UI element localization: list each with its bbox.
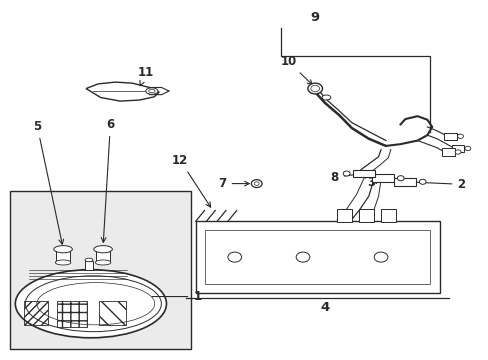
Ellipse shape: [307, 83, 322, 94]
Bar: [380, 210, 395, 222]
Text: 8: 8: [330, 171, 359, 184]
Bar: [358, 210, 373, 222]
Ellipse shape: [251, 180, 262, 188]
Text: 5: 5: [33, 120, 63, 244]
Bar: [56, 250, 70, 262]
Ellipse shape: [145, 88, 158, 94]
Bar: [352, 170, 374, 177]
Bar: [336, 210, 351, 222]
Text: 6: 6: [101, 118, 114, 242]
Ellipse shape: [418, 179, 425, 184]
Bar: [10, 191, 190, 348]
Text: 1: 1: [152, 290, 201, 303]
Ellipse shape: [322, 95, 330, 100]
Text: 10: 10: [280, 55, 312, 85]
Bar: [451, 145, 464, 152]
Bar: [394, 178, 415, 186]
Bar: [441, 148, 454, 156]
Bar: [24, 301, 47, 325]
Ellipse shape: [343, 171, 349, 176]
Bar: [205, 230, 429, 284]
Ellipse shape: [54, 246, 72, 253]
Text: 2: 2: [408, 178, 465, 191]
Ellipse shape: [55, 260, 71, 265]
Bar: [99, 301, 126, 325]
Bar: [84, 261, 93, 270]
Text: 9: 9: [310, 11, 319, 24]
Bar: [444, 133, 456, 140]
Bar: [372, 174, 394, 182]
Polygon shape: [195, 221, 439, 293]
Ellipse shape: [94, 246, 112, 253]
Ellipse shape: [464, 146, 470, 150]
Text: 12: 12: [172, 154, 210, 207]
Ellipse shape: [457, 134, 463, 138]
Text: 4: 4: [320, 301, 329, 314]
Bar: [96, 250, 110, 262]
Ellipse shape: [454, 150, 460, 154]
Bar: [57, 301, 87, 327]
Ellipse shape: [397, 176, 404, 181]
Ellipse shape: [85, 258, 93, 262]
Text: 11: 11: [138, 66, 154, 86]
Text: 3: 3: [366, 176, 380, 189]
Polygon shape: [86, 82, 159, 101]
Ellipse shape: [15, 270, 166, 338]
Text: 7: 7: [218, 177, 249, 190]
Ellipse shape: [95, 260, 111, 265]
